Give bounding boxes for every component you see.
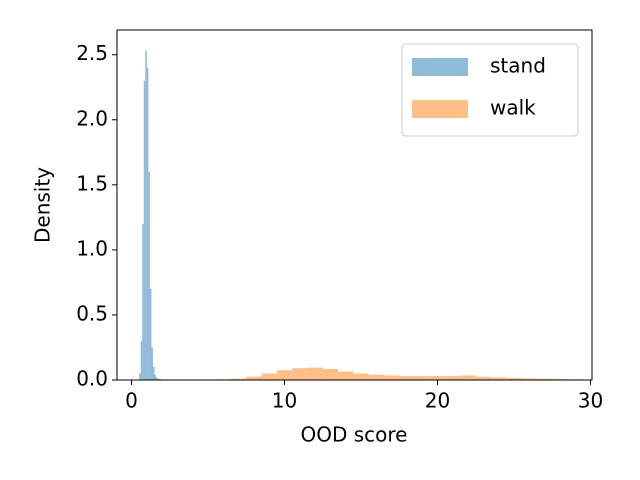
histogram-bar [159, 378, 161, 380]
histogram-bar [491, 377, 507, 380]
x-tick-label: 0 [125, 389, 138, 413]
legend-swatch [412, 100, 468, 118]
y-tick-label: 0.0 [76, 367, 108, 391]
plot-frame [116, 29, 593, 381]
legend-swatch [412, 58, 468, 76]
histogram-bar [148, 171, 150, 380]
histogram-bar [338, 371, 354, 380]
histogram-bar [353, 373, 369, 380]
histogram-bar [146, 67, 149, 380]
histogram-bar [445, 376, 461, 380]
histogram-bar [246, 376, 262, 380]
histogram-bar [156, 377, 158, 380]
histogram-bar [157, 378, 160, 380]
histogram-bar [521, 378, 537, 380]
histogram-bar [322, 368, 339, 380]
histogram-bar [475, 376, 492, 380]
histogram-bar [151, 347, 153, 380]
histogram-bar [399, 376, 415, 380]
histogram-bar [139, 373, 141, 380]
histogram-bar [506, 378, 522, 380]
histogram-bar [142, 223, 144, 380]
y-axis-label: Density [31, 167, 55, 243]
histogram-bar [149, 288, 152, 380]
x-axis-label: OOD score [301, 423, 408, 447]
histogram-bar [154, 374, 157, 380]
legend-label: walk [490, 96, 536, 120]
histogram-bar [383, 375, 400, 380]
y-tick-label: 2.0 [76, 106, 108, 130]
y-tick-label: 1.0 [76, 236, 108, 260]
x-tick-label: 30 [578, 389, 603, 413]
x-tick-label: 10 [272, 389, 297, 413]
histogram-bar [307, 367, 323, 380]
histogram-bar [143, 80, 146, 380]
histogram-bar [140, 340, 143, 380]
histogram-bar [536, 378, 553, 380]
histogram-bar [429, 376, 446, 380]
histogram-bar [230, 378, 247, 380]
y-tick-label: 0.5 [76, 301, 108, 325]
y-tick-label: 2.5 [76, 41, 108, 65]
histogram-bar [552, 378, 568, 380]
histogram-bar [276, 370, 293, 380]
histogram-bar [152, 366, 155, 380]
legend-label: stand [490, 54, 546, 78]
x-tick-label: 20 [425, 389, 450, 413]
y-tick-label: 1.5 [76, 171, 108, 195]
histogram-bar [368, 374, 384, 380]
histogram-bar [261, 373, 277, 380]
histogram-bar [145, 50, 147, 381]
histogram-bar [292, 368, 308, 380]
histogram-bar [414, 376, 430, 380]
histogram-bar [460, 375, 476, 380]
